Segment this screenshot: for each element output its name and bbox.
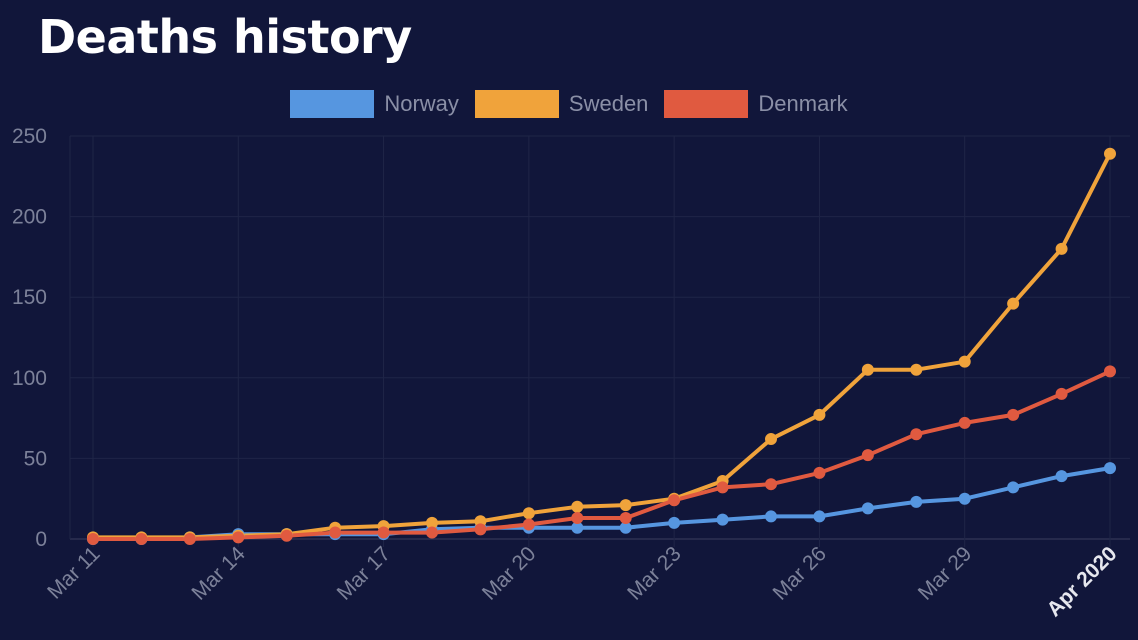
data-point-denmark-12[interactable] bbox=[668, 494, 681, 507]
data-point-norway-14[interactable] bbox=[765, 510, 777, 523]
data-point-norway-11[interactable] bbox=[619, 521, 632, 534]
data-point-denmark-4[interactable] bbox=[280, 529, 293, 542]
data-point-sweden-7[interactable] bbox=[426, 516, 438, 529]
legend-item-norway[interactable]: Norway bbox=[290, 90, 459, 118]
x-tick-label-12: Mar 23 bbox=[623, 542, 685, 604]
legend-swatch-norway bbox=[290, 90, 375, 118]
data-point-sweden-14[interactable] bbox=[765, 433, 777, 446]
series-line-norway bbox=[91, 466, 1112, 541]
data-point-norway-15[interactable] bbox=[813, 510, 826, 523]
x-tick-label-3: Mar 14 bbox=[187, 542, 250, 605]
x-tick-label-21: Apr 2020 bbox=[1043, 542, 1122, 621]
data-point-denmark-9[interactable] bbox=[522, 518, 535, 531]
legend-label-norway: Norway bbox=[384, 91, 459, 116]
data-point-denmark-6[interactable] bbox=[377, 526, 390, 539]
data-point-sweden-20[interactable] bbox=[1055, 242, 1068, 255]
y-tick-label-150: 150 bbox=[12, 286, 47, 309]
data-point-sweden-19[interactable] bbox=[1007, 297, 1020, 310]
data-point-denmark-11[interactable] bbox=[619, 512, 632, 525]
chart-legend: Norway Sweden Denmark bbox=[0, 86, 1138, 122]
data-point-sweden-10[interactable] bbox=[571, 500, 584, 513]
series-line-denmark bbox=[91, 369, 1112, 541]
data-point-norway-18[interactable] bbox=[958, 492, 971, 505]
chart-grid bbox=[69, 135, 1130, 547]
data-point-denmark-15[interactable] bbox=[813, 466, 826, 479]
data-point-denmark-10[interactable] bbox=[571, 512, 584, 525]
data-point-norway-12[interactable] bbox=[668, 516, 681, 529]
data-point-denmark-7[interactable] bbox=[426, 526, 438, 539]
legend-item-denmark[interactable]: Denmark bbox=[664, 90, 848, 118]
data-point-denmark-18[interactable] bbox=[958, 416, 971, 429]
data-point-sweden-15[interactable] bbox=[813, 408, 826, 421]
data-point-denmark-1[interactable] bbox=[135, 533, 148, 545]
y-tick-label-0: 0 bbox=[35, 528, 47, 551]
data-point-denmark-16[interactable] bbox=[861, 449, 874, 462]
data-point-denmark-17[interactable] bbox=[910, 428, 923, 441]
data-point-sweden-21[interactable] bbox=[1104, 147, 1116, 160]
legend-item-sweden[interactable]: Sweden bbox=[474, 90, 649, 118]
x-tick-label-9: Mar 20 bbox=[478, 542, 540, 604]
y-tick-label-100: 100 bbox=[12, 367, 47, 390]
data-point-denmark-21[interactable] bbox=[1104, 365, 1116, 378]
x-axis: Mar 11 Mar 14 Mar 17 Mar 20 Mar 23 Mar 26 Mar … bbox=[43, 542, 1121, 621]
data-point-norway-20[interactable] bbox=[1055, 470, 1068, 483]
data-point-denmark-0[interactable] bbox=[87, 533, 99, 545]
series-points bbox=[87, 147, 1116, 545]
legend-swatch-sweden bbox=[474, 90, 559, 118]
page-title: Deaths history bbox=[38, 10, 412, 64]
series-line-sweden bbox=[91, 151, 1112, 540]
data-point-denmark-2[interactable] bbox=[183, 533, 196, 545]
data-point-norway-19[interactable] bbox=[1007, 481, 1020, 494]
data-point-norway-13[interactable] bbox=[716, 513, 729, 526]
legend-label-sweden: Sweden bbox=[568, 91, 649, 116]
data-point-denmark-20[interactable] bbox=[1055, 387, 1068, 400]
data-point-norway-17[interactable] bbox=[910, 495, 923, 508]
series-lines bbox=[91, 151, 1112, 541]
data-point-sweden-9[interactable] bbox=[522, 507, 535, 520]
legend-label-denmark: Denmark bbox=[758, 91, 848, 116]
data-point-norway-16[interactable] bbox=[861, 502, 874, 515]
data-point-sweden-17[interactable] bbox=[910, 363, 923, 376]
data-point-sweden-18[interactable] bbox=[958, 355, 971, 368]
x-tick-label-0: Mar 11 bbox=[43, 542, 104, 603]
y-tick-label-250: 250 bbox=[12, 125, 47, 148]
data-point-sweden-11[interactable] bbox=[619, 499, 632, 512]
y-tick-label-200: 200 bbox=[12, 206, 47, 229]
x-tick-label-18: Mar 29 bbox=[914, 542, 976, 604]
data-point-sweden-16[interactable] bbox=[861, 363, 874, 376]
data-point-denmark-3[interactable] bbox=[232, 531, 245, 544]
y-axis: 0 50 100 150 200 250 bbox=[12, 125, 47, 551]
data-point-norway-10[interactable] bbox=[571, 521, 584, 534]
data-point-denmark-13[interactable] bbox=[716, 481, 729, 494]
data-point-denmark-5[interactable] bbox=[329, 526, 342, 539]
x-tick-label-6: Mar 17 bbox=[333, 542, 395, 604]
y-tick-label-50: 50 bbox=[24, 447, 47, 470]
data-point-denmark-8[interactable] bbox=[474, 523, 487, 536]
x-tick-label-15: Mar 26 bbox=[768, 542, 830, 604]
legend-swatch-denmark bbox=[664, 90, 749, 118]
data-point-denmark-19[interactable] bbox=[1007, 408, 1020, 421]
data-point-norway-21[interactable] bbox=[1104, 462, 1116, 475]
data-point-denmark-14[interactable] bbox=[765, 478, 777, 491]
